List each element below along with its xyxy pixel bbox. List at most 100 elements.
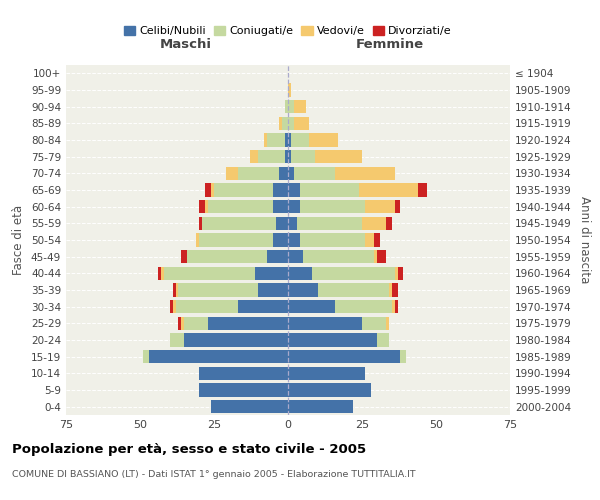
- Bar: [374, 234, 380, 246]
- Bar: [288, 184, 300, 196]
- Bar: [288, 250, 303, 264]
- Bar: [196, 234, 199, 246]
- Bar: [279, 166, 288, 180]
- Bar: [288, 216, 297, 230]
- Bar: [184, 334, 288, 346]
- Bar: [288, 284, 317, 296]
- Text: Maschi: Maschi: [160, 38, 212, 51]
- Bar: [365, 200, 395, 213]
- Y-axis label: Anni di nascita: Anni di nascita: [578, 196, 591, 284]
- Bar: [314, 150, 362, 164]
- Bar: [288, 366, 365, 380]
- Bar: [238, 300, 288, 314]
- Bar: [288, 350, 400, 364]
- Text: Popolazione per età, sesso e stato civile - 2005: Popolazione per età, sesso e stato civil…: [12, 442, 366, 456]
- Bar: [297, 216, 362, 230]
- Bar: [178, 316, 181, 330]
- Bar: [395, 266, 398, 280]
- Bar: [288, 84, 291, 96]
- Bar: [386, 216, 392, 230]
- Bar: [291, 150, 314, 164]
- Bar: [374, 250, 377, 264]
- Bar: [288, 150, 291, 164]
- Bar: [294, 100, 306, 114]
- Bar: [392, 284, 398, 296]
- Bar: [303, 250, 374, 264]
- Bar: [300, 234, 365, 246]
- Bar: [170, 300, 173, 314]
- Text: Femmine: Femmine: [356, 38, 424, 51]
- Legend: Celibi/Nubili, Coniugati/e, Vedovi/e, Divorziati/e: Celibi/Nubili, Coniugati/e, Vedovi/e, Di…: [120, 22, 456, 41]
- Bar: [265, 134, 267, 146]
- Bar: [300, 200, 365, 213]
- Bar: [178, 284, 259, 296]
- Bar: [392, 300, 395, 314]
- Bar: [181, 316, 184, 330]
- Bar: [211, 400, 288, 413]
- Bar: [335, 300, 392, 314]
- Bar: [288, 134, 291, 146]
- Bar: [389, 284, 392, 296]
- Bar: [317, 284, 389, 296]
- Bar: [285, 100, 288, 114]
- Bar: [288, 316, 362, 330]
- Bar: [335, 166, 395, 180]
- Bar: [400, 350, 406, 364]
- Bar: [181, 250, 187, 264]
- Bar: [311, 266, 395, 280]
- Bar: [288, 116, 294, 130]
- Y-axis label: Fasce di età: Fasce di età: [13, 205, 25, 275]
- Bar: [395, 200, 400, 213]
- Bar: [288, 200, 300, 213]
- Bar: [267, 250, 288, 264]
- Bar: [398, 266, 403, 280]
- Bar: [288, 234, 300, 246]
- Bar: [187, 250, 267, 264]
- Bar: [288, 400, 353, 413]
- Bar: [377, 334, 389, 346]
- Bar: [273, 234, 288, 246]
- Bar: [143, 350, 149, 364]
- Bar: [205, 184, 211, 196]
- Bar: [291, 134, 309, 146]
- Bar: [238, 166, 279, 180]
- Bar: [199, 200, 205, 213]
- Bar: [294, 116, 309, 130]
- Bar: [267, 134, 285, 146]
- Bar: [259, 284, 288, 296]
- Bar: [288, 100, 294, 114]
- Bar: [279, 116, 282, 130]
- Bar: [418, 184, 427, 196]
- Bar: [282, 116, 288, 130]
- Bar: [158, 266, 161, 280]
- Bar: [300, 184, 359, 196]
- Bar: [250, 150, 259, 164]
- Bar: [199, 384, 288, 396]
- Bar: [273, 200, 288, 213]
- Bar: [288, 334, 377, 346]
- Bar: [362, 316, 386, 330]
- Bar: [362, 216, 386, 230]
- Bar: [164, 266, 256, 280]
- Bar: [208, 316, 288, 330]
- Bar: [309, 134, 338, 146]
- Bar: [256, 266, 288, 280]
- Bar: [173, 300, 176, 314]
- Bar: [226, 166, 238, 180]
- Bar: [199, 234, 273, 246]
- Bar: [288, 166, 294, 180]
- Bar: [285, 150, 288, 164]
- Bar: [259, 150, 285, 164]
- Bar: [173, 284, 176, 296]
- Bar: [208, 200, 273, 213]
- Bar: [288, 384, 371, 396]
- Bar: [395, 300, 398, 314]
- Bar: [202, 216, 276, 230]
- Bar: [214, 184, 273, 196]
- Bar: [365, 234, 374, 246]
- Bar: [288, 300, 335, 314]
- Bar: [276, 216, 288, 230]
- Bar: [199, 366, 288, 380]
- Bar: [211, 184, 214, 196]
- Bar: [359, 184, 418, 196]
